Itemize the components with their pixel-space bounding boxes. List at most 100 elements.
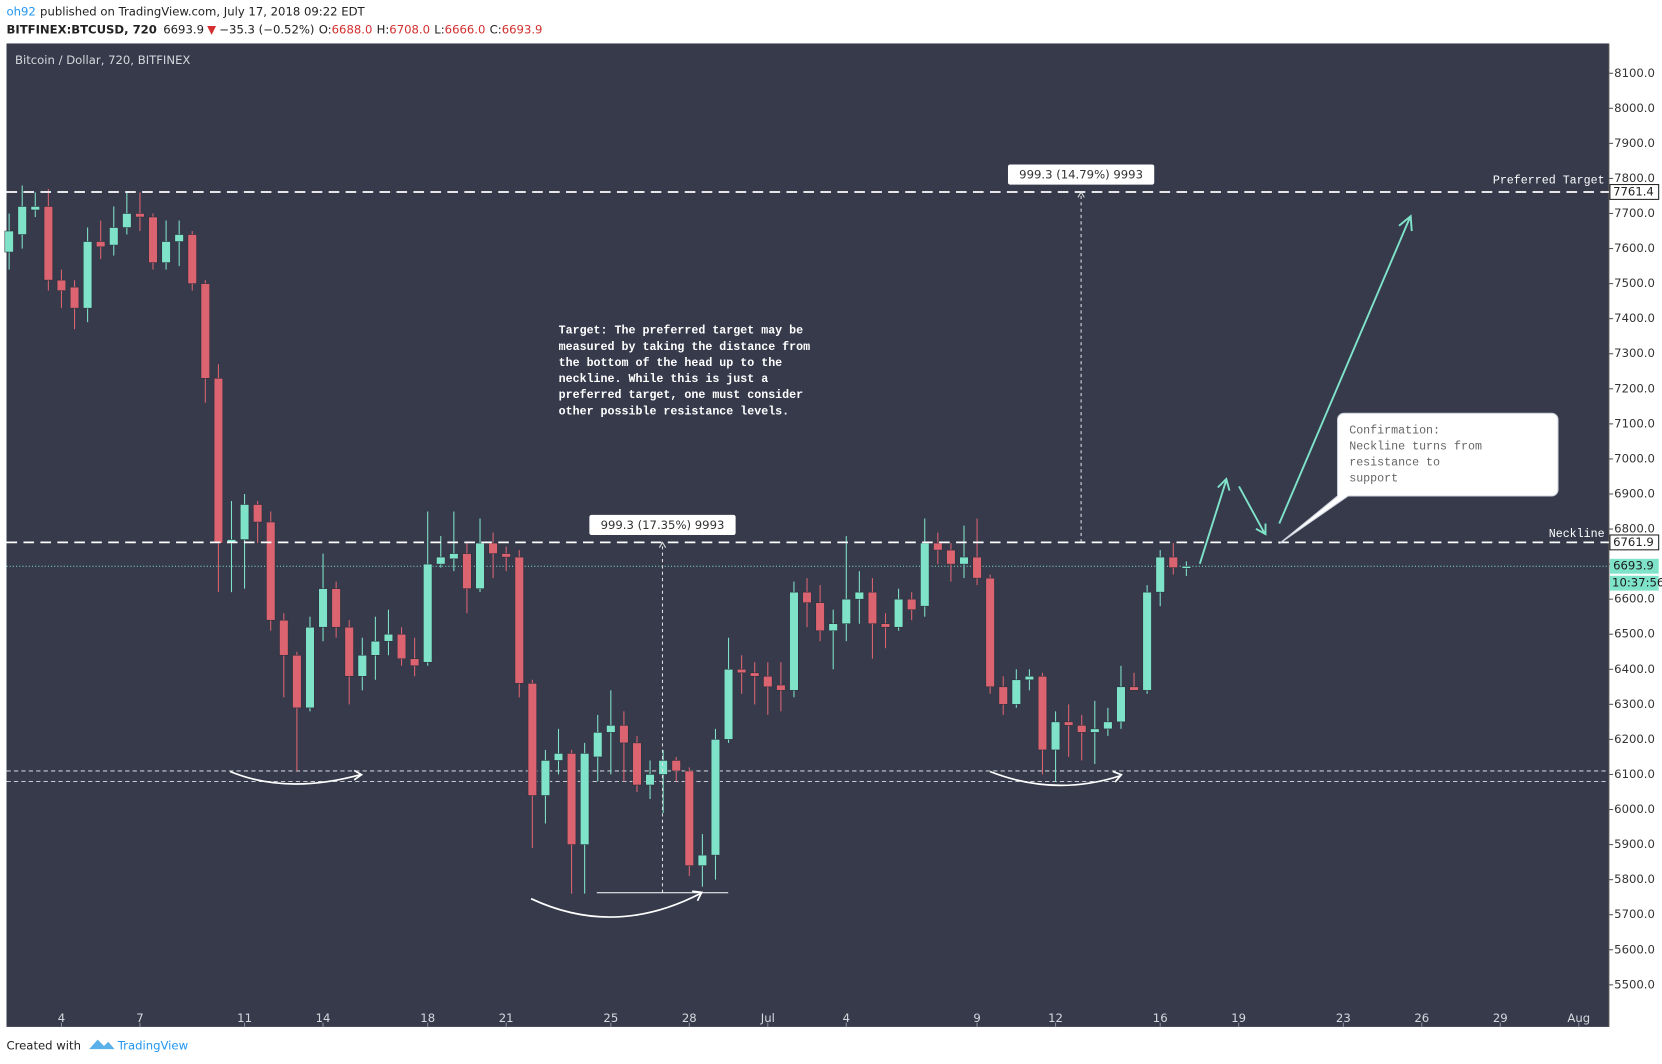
open-value: 6688.0 <box>332 22 373 36</box>
candle-body <box>1077 725 1087 733</box>
y-tick-label: 6900.0 <box>1614 486 1655 500</box>
candle-body <box>161 241 171 263</box>
brand-logo <box>89 1039 115 1050</box>
candle-body <box>122 213 132 228</box>
candle-body <box>266 521 276 621</box>
candle-body <box>410 658 420 667</box>
candle-body <box>1181 565 1191 569</box>
candle-body <box>305 626 315 709</box>
candle-body <box>423 563 433 663</box>
candle-body <box>357 654 367 677</box>
candle-body <box>174 234 184 242</box>
level-name: Preferred Target <box>1493 174 1605 187</box>
candle-body <box>331 588 341 628</box>
y-tick-label: 6300.0 <box>1614 697 1655 711</box>
annotation-line: other possible resistance levels. <box>559 405 790 418</box>
y-tick-label: 7900.0 <box>1614 136 1655 150</box>
candle-body <box>580 753 590 845</box>
measure-arrow <box>658 541 667 548</box>
candle-body <box>985 577 995 688</box>
y-tick-label: 5700.0 <box>1614 907 1655 921</box>
x-tick-label: 26 <box>1414 1011 1429 1025</box>
candle-body <box>148 216 158 263</box>
y-tick-label: 6500.0 <box>1614 627 1655 641</box>
x-tick-label: 28 <box>682 1011 697 1025</box>
candle-body <box>83 241 93 309</box>
y-tick-label: 7400.0 <box>1614 311 1655 325</box>
candle-body <box>593 732 603 758</box>
candle-body <box>880 623 891 628</box>
high-value: 6708.0 <box>389 22 430 36</box>
candle-body <box>710 739 721 856</box>
candle-body <box>135 213 145 218</box>
level-name: Neckline <box>1549 528 1605 541</box>
y-tick-label: 6600.0 <box>1614 592 1655 606</box>
candle-body <box>43 206 53 281</box>
level-price: 7761.4 <box>1613 184 1654 198</box>
candle-body <box>841 598 851 624</box>
symbol: BITFINEX:BTCUSD, 720 <box>7 22 157 36</box>
candle-body <box>200 283 210 379</box>
callout-box <box>1278 412 1559 545</box>
candle-body <box>488 542 498 554</box>
candle-body <box>907 598 917 610</box>
candle-body <box>959 556 969 565</box>
candle-body <box>30 206 40 211</box>
y-tick-label: 7700.0 <box>1614 206 1655 220</box>
candle-body <box>684 770 694 866</box>
candle-body <box>972 556 982 579</box>
candle-body <box>69 286 80 309</box>
x-tick-label: 19 <box>1231 1011 1246 1025</box>
candle-body <box>253 504 263 523</box>
candle-body <box>998 686 1008 705</box>
arrow-head <box>1112 770 1123 783</box>
candle-body <box>1103 721 1113 730</box>
x-tick-label: 21 <box>499 1011 514 1025</box>
candle-body <box>776 684 786 691</box>
projection-up <box>1198 477 1231 565</box>
change-arrow: ▼ <box>207 22 216 36</box>
candle-body <box>279 619 289 656</box>
candle-body <box>632 742 642 786</box>
annotation-line: the bottom of the head up to the <box>559 357 783 370</box>
candle-body <box>723 669 734 740</box>
candle-body <box>514 556 524 684</box>
candle-body <box>1155 556 1165 593</box>
y-tick-label: 6800.0 <box>1614 522 1655 536</box>
candle-body <box>213 378 223 544</box>
candle-body <box>1050 721 1061 751</box>
candle-body <box>1024 676 1034 681</box>
candle-body <box>56 279 67 291</box>
last-price-box <box>1609 558 1659 574</box>
symbol-line: BITFINEX:BTCUSD, 720 6693.9 ▼ −35.3 (−0.52%… <box>7 22 543 36</box>
annotation-line: neckline. While this is just a <box>559 373 769 386</box>
x-tick-label: 4 <box>58 1011 65 1025</box>
y-tick-label: 8100.0 <box>1614 66 1655 80</box>
candle-body <box>697 854 707 866</box>
y-tick-label: 7300.0 <box>1614 346 1655 360</box>
y-tick-label: 7200.0 <box>1614 381 1655 395</box>
arrow-head <box>353 769 364 781</box>
x-tick-label: 4 <box>843 1011 850 1025</box>
arrow-head <box>692 890 704 902</box>
candle-body <box>109 227 119 246</box>
y-tick-label: 5900.0 <box>1614 837 1655 851</box>
projection-retest <box>1238 485 1267 536</box>
level-price: 6761.9 <box>1613 535 1654 549</box>
author: oh92 <box>7 4 36 18</box>
candle-body <box>527 683 537 796</box>
candle-body <box>867 591 878 624</box>
candle-body <box>1090 728 1100 733</box>
candle-body <box>187 234 197 284</box>
y-tick-label: 7000.0 <box>1614 451 1655 465</box>
callout-line: support <box>1349 473 1398 486</box>
candle-body <box>383 633 394 642</box>
candle-body <box>1064 721 1074 726</box>
y-tick-label: 6200.0 <box>1614 732 1655 746</box>
x-tick-label: 25 <box>603 1011 618 1025</box>
last-price-label: 6693.9 <box>1613 559 1654 573</box>
projection-arrows <box>1198 214 1413 565</box>
countdown-label: 10:37:56 <box>1612 576 1662 590</box>
shoulder-arrow <box>989 770 1121 787</box>
